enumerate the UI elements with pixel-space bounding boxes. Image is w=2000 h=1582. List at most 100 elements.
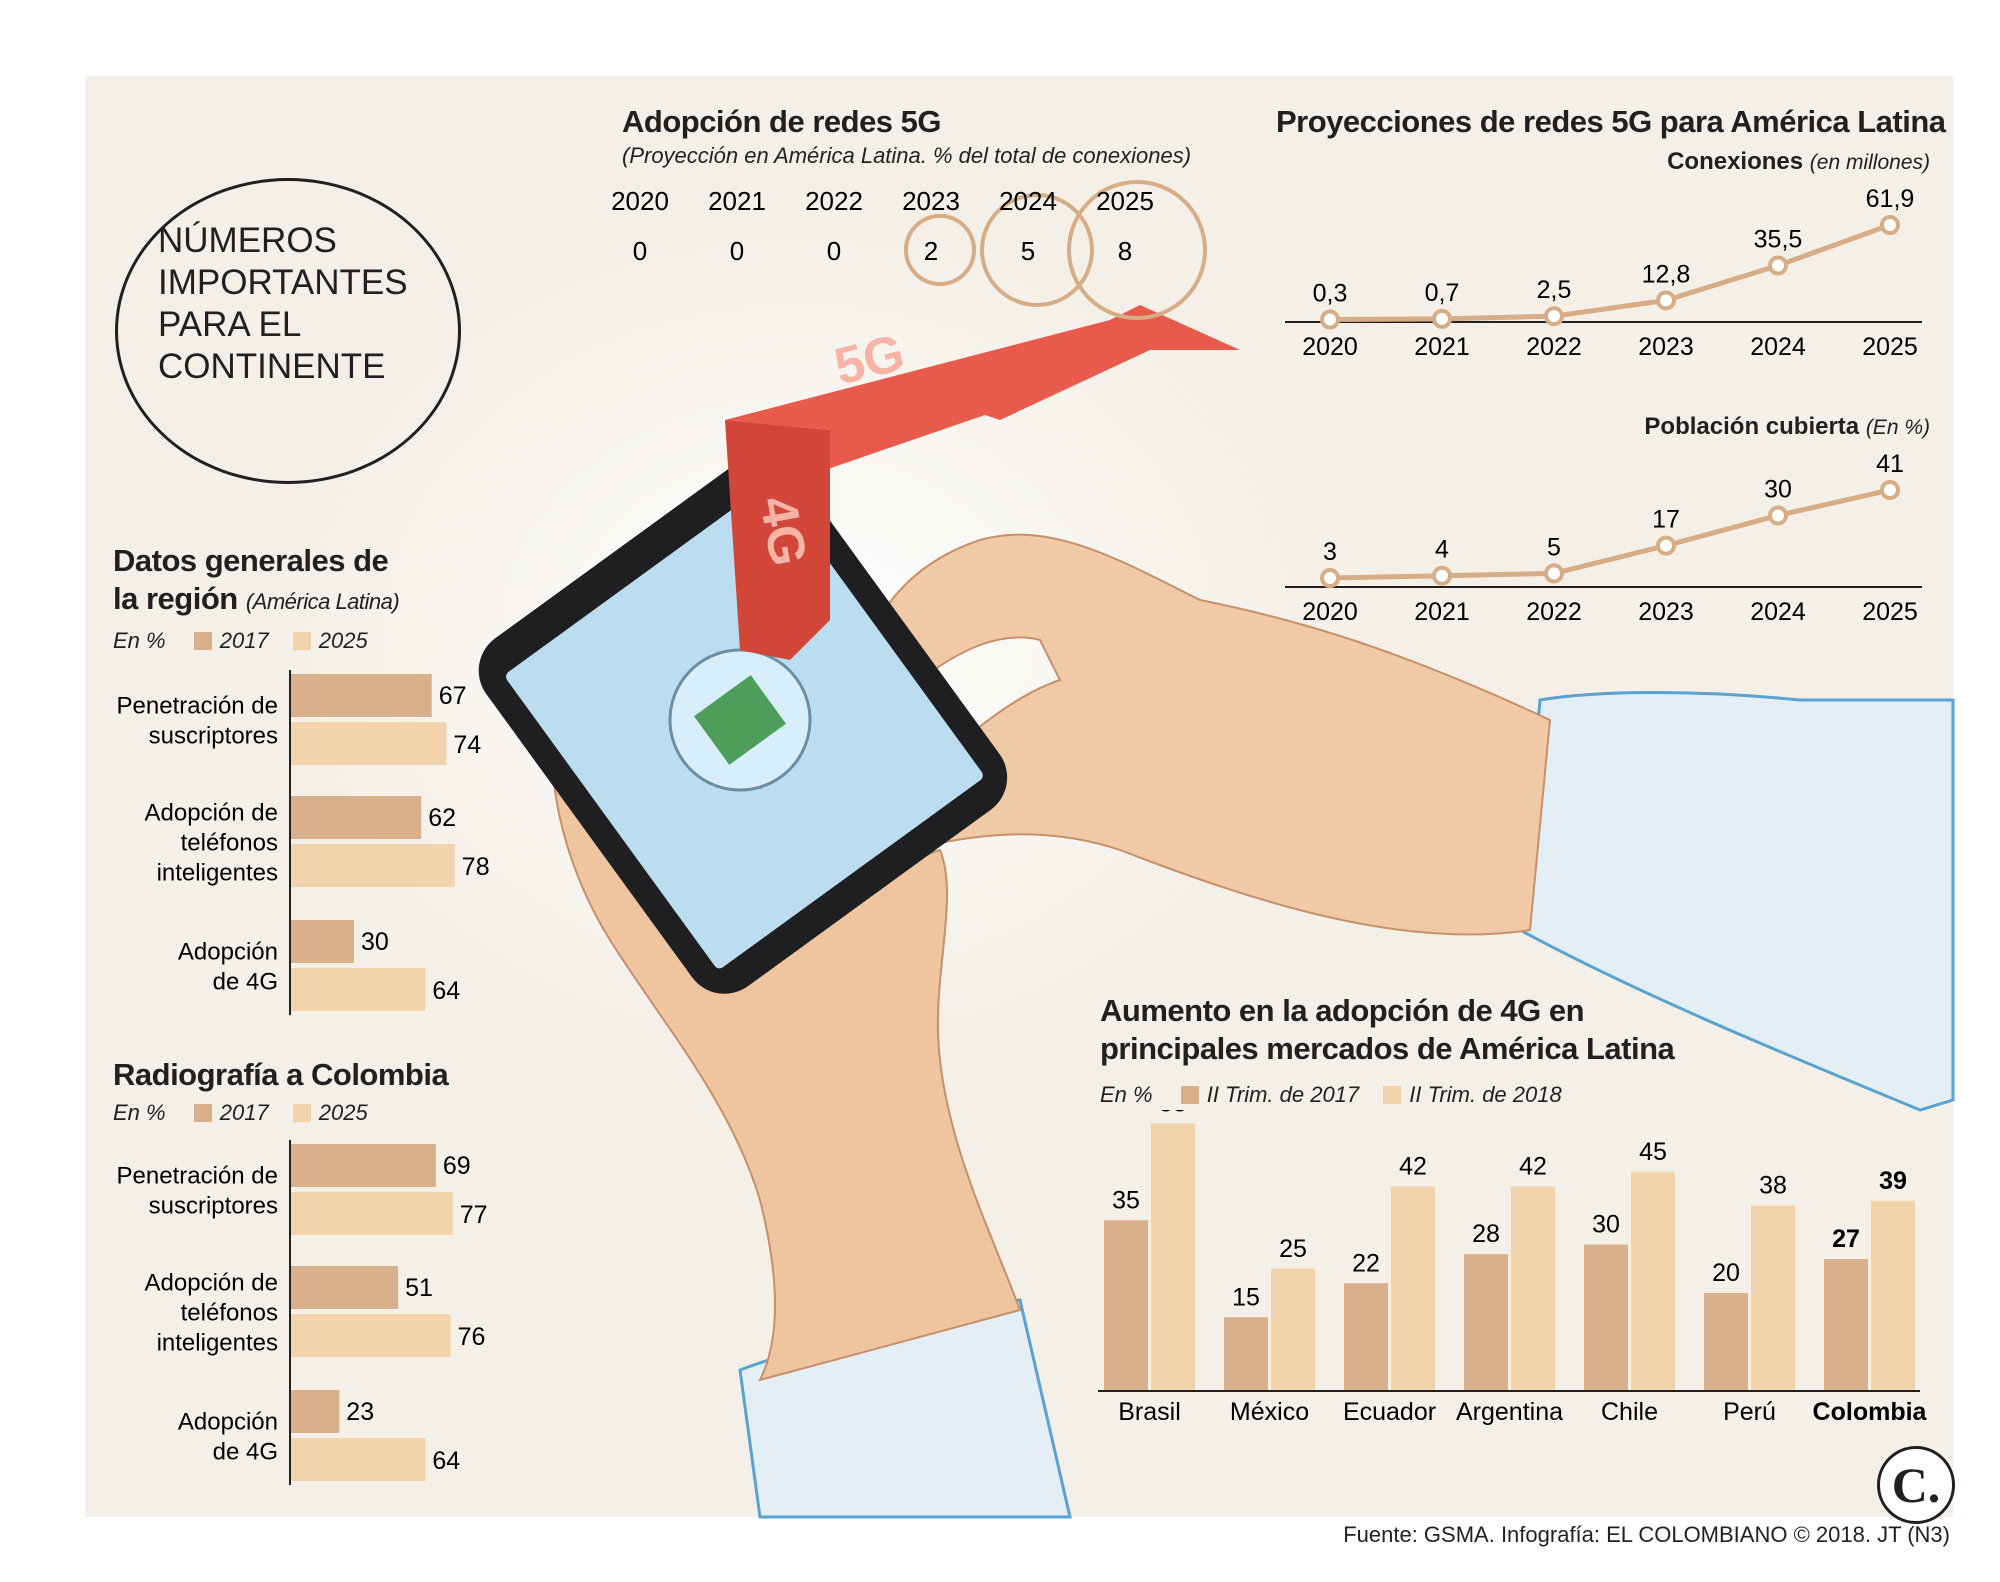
coverage-heading: Población cubierta (En %): [1490, 413, 1930, 441]
legend-2025: 2025: [292, 1100, 368, 1125]
legend-swatch-2025: [292, 1104, 311, 1122]
right-hand: [857, 533, 1552, 936]
bar-value-label: 51: [405, 1274, 433, 1302]
region-legend: En % 2017 2025: [113, 628, 368, 654]
value-circle: [980, 193, 1094, 307]
bar-value-label: 45: [1639, 1138, 1667, 1166]
colombia-title: Radiografía a Colombia: [113, 1057, 449, 1092]
bar-2018: [1511, 1186, 1555, 1390]
bar-2018: [1271, 1268, 1315, 1390]
coverage-line-chart: 3 2020 4 2021 5 2022 17 2023 30 2024 41 2025: [1285, 450, 1922, 626]
bar-value-label: 30: [361, 928, 389, 956]
bar-2025: [291, 1192, 453, 1235]
category-label-line: teléfonos: [181, 830, 278, 857]
bar-value-label: 42: [1399, 1152, 1427, 1180]
projections-title: Proyecciones de redes 5G para América La…: [1276, 104, 1946, 139]
category-label-line: inteligentes: [157, 1330, 278, 1357]
bar-value-label: 42: [1519, 1152, 1547, 1180]
data-point: [1320, 568, 1340, 589]
category-label-line: Adopción: [178, 939, 278, 966]
category-label-line: suscriptores: [149, 723, 278, 750]
x-tick-label: 2022: [1526, 598, 1582, 626]
x-tick-label: Ecuador: [1343, 1398, 1436, 1426]
x-tick-label: 2024: [1750, 333, 1806, 361]
legend-label-2017: 2017: [219, 1100, 269, 1125]
data-label: 17: [1652, 506, 1680, 534]
legend-label-2025: 2025: [318, 1100, 368, 1125]
bar-value-label: 39: [1879, 1167, 1907, 1195]
value-circle: [1067, 180, 1207, 320]
bar-value-label: 23: [346, 1398, 374, 1426]
x-tick-label: 2021: [1414, 333, 1470, 361]
data-point: [1768, 255, 1788, 276]
bar-2017: [1344, 1283, 1388, 1390]
arrow-icon: 5G 4G: [725, 305, 1240, 660]
x-tick-label: 2024: [1750, 598, 1806, 626]
legend-label-2018: II Trim. de 2018: [1409, 1082, 1562, 1107]
markets-title-line1: Aumento en la adopción de 4G en: [1100, 993, 1585, 1028]
bar-value-label: 74: [453, 731, 481, 759]
bar-value-label: 64: [432, 977, 460, 1005]
colombia-unit: En %: [113, 1100, 166, 1125]
bar-2017: [1104, 1220, 1148, 1390]
data-point: [1320, 309, 1340, 330]
category-label-line: teléfonos: [181, 1300, 278, 1327]
bar-2017: [291, 674, 432, 717]
data-point: [1656, 290, 1676, 311]
category-label: Adopción de teléfonos inteligentes: [145, 800, 278, 887]
category-label: Penetración de suscriptores: [117, 1163, 278, 1220]
markets-title: Aumento en la adopción de 4G en principa…: [1100, 992, 1675, 1068]
region-title-line1: Datos generales de: [113, 543, 389, 578]
logo-icon: C.: [1877, 1446, 1955, 1524]
value-label: 5: [1021, 236, 1035, 266]
bar-value-label: 22: [1352, 1249, 1380, 1277]
region-title-line2: la región: [113, 581, 238, 616]
legend-label-2017: II Trim. de 2017: [1206, 1082, 1360, 1107]
bar-value-label: 76: [458, 1323, 486, 1351]
colombia-legend: En % 2017 2025: [113, 1100, 368, 1126]
category-label: Adopción de 4G: [178, 1409, 278, 1466]
bar-value-label: 27: [1832, 1225, 1860, 1253]
year-label: 2025: [1096, 186, 1154, 216]
right-sleeve: [1518, 691, 1955, 1112]
data-label: 2,5: [1537, 276, 1572, 304]
bar-value-label: 78: [462, 853, 490, 881]
category-label: Adopción de teléfonos inteligentes: [145, 1270, 278, 1357]
year-label: 2020: [611, 186, 669, 216]
legend-2025: 2025: [292, 628, 368, 653]
bar-2017: [291, 920, 354, 963]
x-tick-label: 2020: [1302, 598, 1358, 626]
bar-2018: [1391, 1186, 1435, 1390]
markets-legend: En % II Trim. de 2017 II Trim. de 2018: [1100, 1082, 1562, 1108]
badge-line: PARA EL: [158, 305, 302, 344]
bar-2025: [291, 1314, 451, 1357]
data-point: [1768, 505, 1788, 526]
value-circle: [904, 214, 976, 286]
year-label: 2024: [999, 186, 1057, 216]
bar-2017: [1224, 1317, 1268, 1390]
source-credit: Fuente: GSMA. Infografía: EL COLOMBIANO …: [1343, 1522, 1950, 1547]
bar-value-label: 55: [1159, 1110, 1187, 1117]
value-label: 0: [730, 236, 744, 266]
data-label: 35,5: [1754, 226, 1803, 254]
connections-unit: (en millones): [1809, 151, 1930, 174]
legend-swatch-2025: [292, 632, 311, 650]
bar-value-label: 64: [432, 1447, 460, 1475]
data-label: 12,8: [1642, 260, 1691, 288]
x-tick-label: 2023: [1638, 598, 1694, 626]
bar-2025: [291, 722, 447, 765]
legend-swatch-2018: [1383, 1086, 1402, 1104]
bar-value-label: 38: [1759, 1172, 1787, 1200]
category-label-line: suscriptores: [149, 1193, 278, 1220]
bar-value-label: 30: [1592, 1211, 1620, 1239]
legend-label-2025: 2025: [318, 628, 368, 653]
region-title: Datos generales de la región (América La…: [113, 542, 400, 621]
legend-swatch-2017: [193, 632, 212, 650]
bar-2018: [1631, 1171, 1675, 1390]
smartphone-icon: [478, 454, 1008, 994]
connections-line-chart: 0,3 2020 0,7 2021 2,5 2022 12,8 2023 35,5 2024 61,…: [1285, 185, 1922, 361]
bar-2017: [1464, 1254, 1508, 1390]
category-label-line: de 4G: [213, 1439, 278, 1466]
region-title-suffix: (América Latina): [245, 589, 400, 614]
